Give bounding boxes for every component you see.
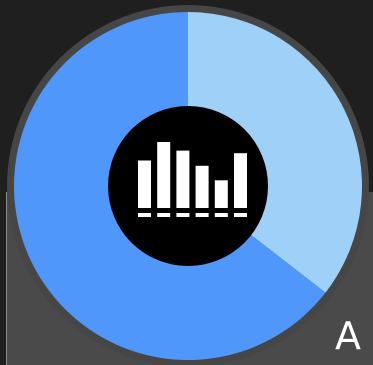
icon-bar: [157, 142, 171, 208]
icon-baseline-segment: [157, 213, 171, 217]
icon-baseline-segment: [234, 213, 247, 217]
icon-bar: [234, 153, 247, 208]
icon-baseline-segment: [176, 213, 190, 217]
corner-letter: A: [335, 314, 361, 358]
icon-bar: [176, 150, 190, 208]
icon-bar: [138, 160, 151, 208]
icon-baseline-segment: [138, 213, 151, 217]
bar-chart-icon: [138, 142, 247, 217]
icon-bar: [195, 165, 209, 208]
icon-bar: [214, 180, 228, 208]
icon-baseline-segment: [195, 213, 209, 217]
icon-baseline-segment: [214, 213, 228, 217]
segment-free[interactable]: [188, 12, 362, 293]
